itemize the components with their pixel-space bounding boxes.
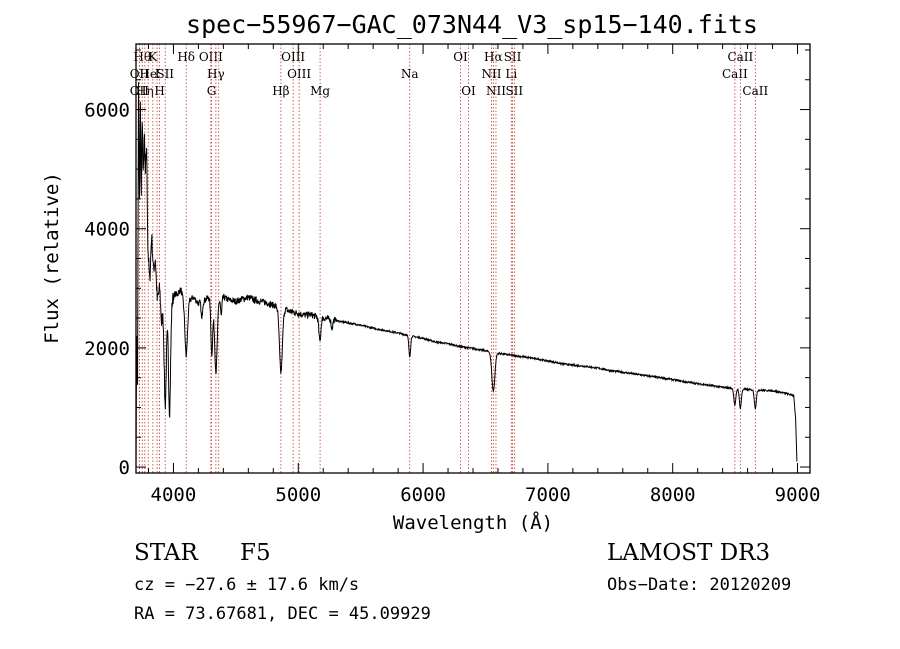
line-marker-label: Li (505, 67, 517, 81)
line-marker-label: Na (401, 67, 419, 81)
line-marker-label: OIII (287, 67, 311, 81)
line-marker-label: Hη (136, 84, 154, 98)
line-marker-label: NII (481, 67, 501, 81)
y-axis-label: Flux (relative) (41, 172, 63, 344)
line-marker-label: OIII (281, 50, 305, 64)
x-tick-label: 4000 (151, 484, 197, 506)
x-tick-label: 9000 (775, 484, 821, 506)
line-marker-label: Hα (484, 50, 503, 64)
line-marker-label: K (148, 50, 158, 64)
chart-title: spec−55967−GAC_073N44_V3_sp15−140.fits (186, 10, 758, 39)
x-tick-label: 8000 (650, 484, 696, 506)
y-tick-label: 6000 (84, 100, 130, 122)
line-marker-label: Hβ (272, 84, 289, 98)
survey-name: LAMOST DR3 (607, 540, 770, 566)
line-marker-label: Hθ (133, 50, 151, 64)
y-tick-label: 2000 (84, 338, 130, 360)
x-tick-label: 6000 (400, 484, 446, 506)
x-tick-label: 5000 (275, 484, 321, 506)
spectrum-line (136, 82, 798, 468)
line-marker-label: CaII (742, 84, 768, 98)
axis-ticks: 4000 5000 6000 7000 8000 9000 0 2000 4000 6000 (84, 44, 820, 506)
line-marker-label: He (139, 67, 157, 81)
redshift-readout: cz = −27.6 ± 17.6 km/s (134, 575, 359, 595)
line-marker-label: SII (156, 67, 174, 81)
line-marker-label: CaII (727, 50, 753, 64)
plot-frame (135, 43, 811, 474)
line-marker-label: H (154, 84, 164, 98)
line-marker-label: SII (504, 50, 522, 64)
line-marker-label: G (207, 84, 217, 98)
coordinates-readout: RA = 73.67681, DEC = 45.09929 (134, 604, 431, 624)
x-axis-label: Wavelength (Å) (393, 511, 553, 534)
x-tick-label: 7000 (525, 484, 571, 506)
observation-date: Obs−Date: 20120209 (607, 575, 791, 595)
line-marker-label: OIII (199, 50, 223, 64)
line-marker-label: CaII (722, 67, 748, 81)
line-marker-label: OI (453, 50, 468, 64)
y-tick-label: 0 (119, 457, 130, 479)
line-marker-label: NII (486, 84, 506, 98)
object-subclass: F5 (240, 540, 271, 566)
line-marker-label: OII (130, 67, 150, 81)
line-marker-label: Hγ (207, 67, 225, 81)
y-tick-label: 4000 (84, 219, 130, 241)
line-marker-label: OII (130, 84, 150, 98)
line-marker-label: Mg (310, 84, 330, 98)
line-marker-label: OI (461, 84, 476, 98)
line-marker-label: Hδ (177, 50, 195, 64)
object-class: STAR (134, 540, 198, 566)
line-marker-label: I (155, 67, 160, 81)
line-marker-label: SII (505, 84, 523, 98)
